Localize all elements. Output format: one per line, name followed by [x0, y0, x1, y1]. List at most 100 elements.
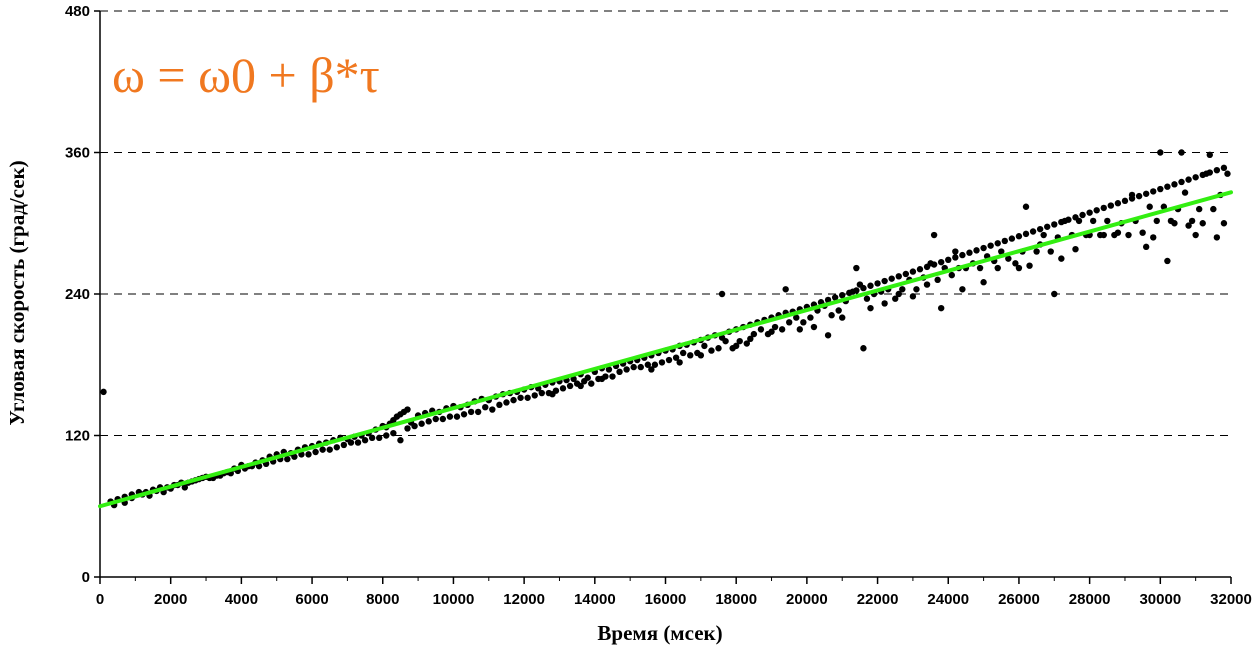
data-point-265 — [856, 281, 864, 288]
data-point-177 — [839, 314, 846, 321]
data-point-204 — [1164, 257, 1171, 265]
data-point-180 — [867, 304, 874, 312]
data-point-255 — [927, 260, 934, 267]
data-point-10 — [181, 484, 189, 491]
y-tick-label-4: 480 — [65, 3, 90, 20]
data-point-338 — [333, 444, 341, 451]
data-point-106 — [831, 294, 839, 301]
data-point-212 — [1220, 220, 1228, 227]
data-point-195 — [1058, 255, 1065, 262]
data-point-218 — [1188, 217, 1196, 225]
data-point-278 — [764, 330, 772, 338]
x-tick-label-13: 26000 — [998, 591, 1040, 608]
data-point-306 — [566, 382, 574, 390]
data-point-124 — [959, 251, 966, 259]
data-point-111 — [867, 282, 874, 289]
data-point-229 — [1111, 231, 1118, 239]
data-point-121 — [937, 258, 945, 266]
data-point-213 — [1224, 170, 1231, 177]
data-point-298 — [623, 366, 630, 373]
data-point-146 — [1114, 200, 1122, 207]
data-point-296 — [637, 363, 644, 371]
data-point-188 — [959, 286, 966, 293]
data-point-194 — [1051, 290, 1058, 298]
data-point-167 — [676, 359, 683, 366]
data-point-323 — [446, 413, 454, 420]
data-point-311 — [531, 392, 538, 399]
data-point-114 — [888, 275, 895, 282]
data-point-292 — [665, 356, 673, 364]
data-point-238 — [1047, 248, 1054, 255]
data-point-224 — [1146, 203, 1153, 210]
data-point-268 — [835, 307, 842, 314]
data-point-341 — [312, 448, 319, 456]
data-point-301 — [602, 373, 609, 380]
y-axis-title: Угловая скорость (град/сек) — [5, 160, 29, 425]
x-tick-label-16: 32000 — [1210, 591, 1252, 608]
data-point-297 — [630, 363, 637, 371]
data-point-332 — [376, 434, 383, 442]
data-point-245 — [998, 248, 1005, 255]
data-point-234 — [1075, 217, 1083, 225]
data-point-230 — [1104, 217, 1111, 225]
data-point-126 — [973, 247, 980, 254]
data-point-291 — [672, 354, 680, 361]
data-point-314 — [510, 396, 517, 404]
data-point-275 — [786, 319, 793, 326]
data-point-116 — [902, 270, 910, 278]
data-point-282 — [736, 337, 743, 345]
data-point-274 — [793, 314, 800, 321]
data-point-154 — [1171, 181, 1178, 188]
data-point-182 — [895, 290, 902, 298]
data-point-312 — [524, 394, 531, 401]
data-point-334 — [361, 437, 369, 444]
y-tick-labels: 0 120 240 360 480 — [65, 3, 90, 586]
data-point-239 — [1040, 231, 1047, 239]
data-point-280 — [750, 330, 758, 338]
data-point-134 — [1029, 228, 1037, 235]
gridlines — [100, 10, 1231, 436]
data-point-345 — [284, 455, 291, 463]
data-point-304 — [581, 378, 588, 385]
data-point-74 — [605, 366, 613, 373]
data-point-149 — [1135, 192, 1143, 200]
data-point-183 — [909, 293, 917, 300]
x-tick-label-11: 22000 — [857, 591, 899, 608]
data-point-300 — [609, 373, 616, 380]
y-tick-label-2: 240 — [65, 286, 90, 303]
data-point-151 — [1150, 188, 1157, 195]
data-point-310 — [538, 389, 545, 397]
data-point-257 — [913, 286, 920, 293]
axes — [94, 10, 1232, 584]
data-point-285 — [715, 345, 722, 352]
data-point-216 — [1203, 170, 1210, 177]
data-point-206 — [1178, 149, 1185, 156]
data-point-144 — [1100, 204, 1107, 212]
data-point-269 — [828, 312, 835, 319]
data-point-281 — [743, 340, 750, 347]
data-point-207 — [1185, 222, 1192, 229]
data-point-171 — [747, 335, 754, 343]
data-point-178 — [853, 264, 860, 272]
data-point-336 — [347, 439, 355, 446]
data-point-260 — [892, 295, 899, 302]
data-point-322 — [453, 413, 461, 420]
data-point-243 — [1012, 260, 1019, 267]
data-point-217 — [1195, 205, 1203, 213]
fit-line-group — [98, 190, 1233, 509]
data-point-157 — [1192, 174, 1199, 181]
data-point-252 — [948, 271, 955, 279]
data-point-276 — [778, 326, 786, 333]
y-tick-label-0: 0 — [82, 569, 90, 586]
data-point-143 — [1093, 207, 1100, 214]
data-point-295 — [644, 361, 652, 368]
data-point-308 — [552, 387, 560, 394]
data-point-219 — [1181, 189, 1189, 196]
data-point-166 — [648, 366, 655, 373]
data-point-227 — [1125, 231, 1132, 239]
data-point-187 — [952, 248, 959, 255]
data-point-173 — [782, 286, 789, 293]
data-point-288 — [694, 349, 701, 357]
data-point-290 — [679, 349, 687, 357]
